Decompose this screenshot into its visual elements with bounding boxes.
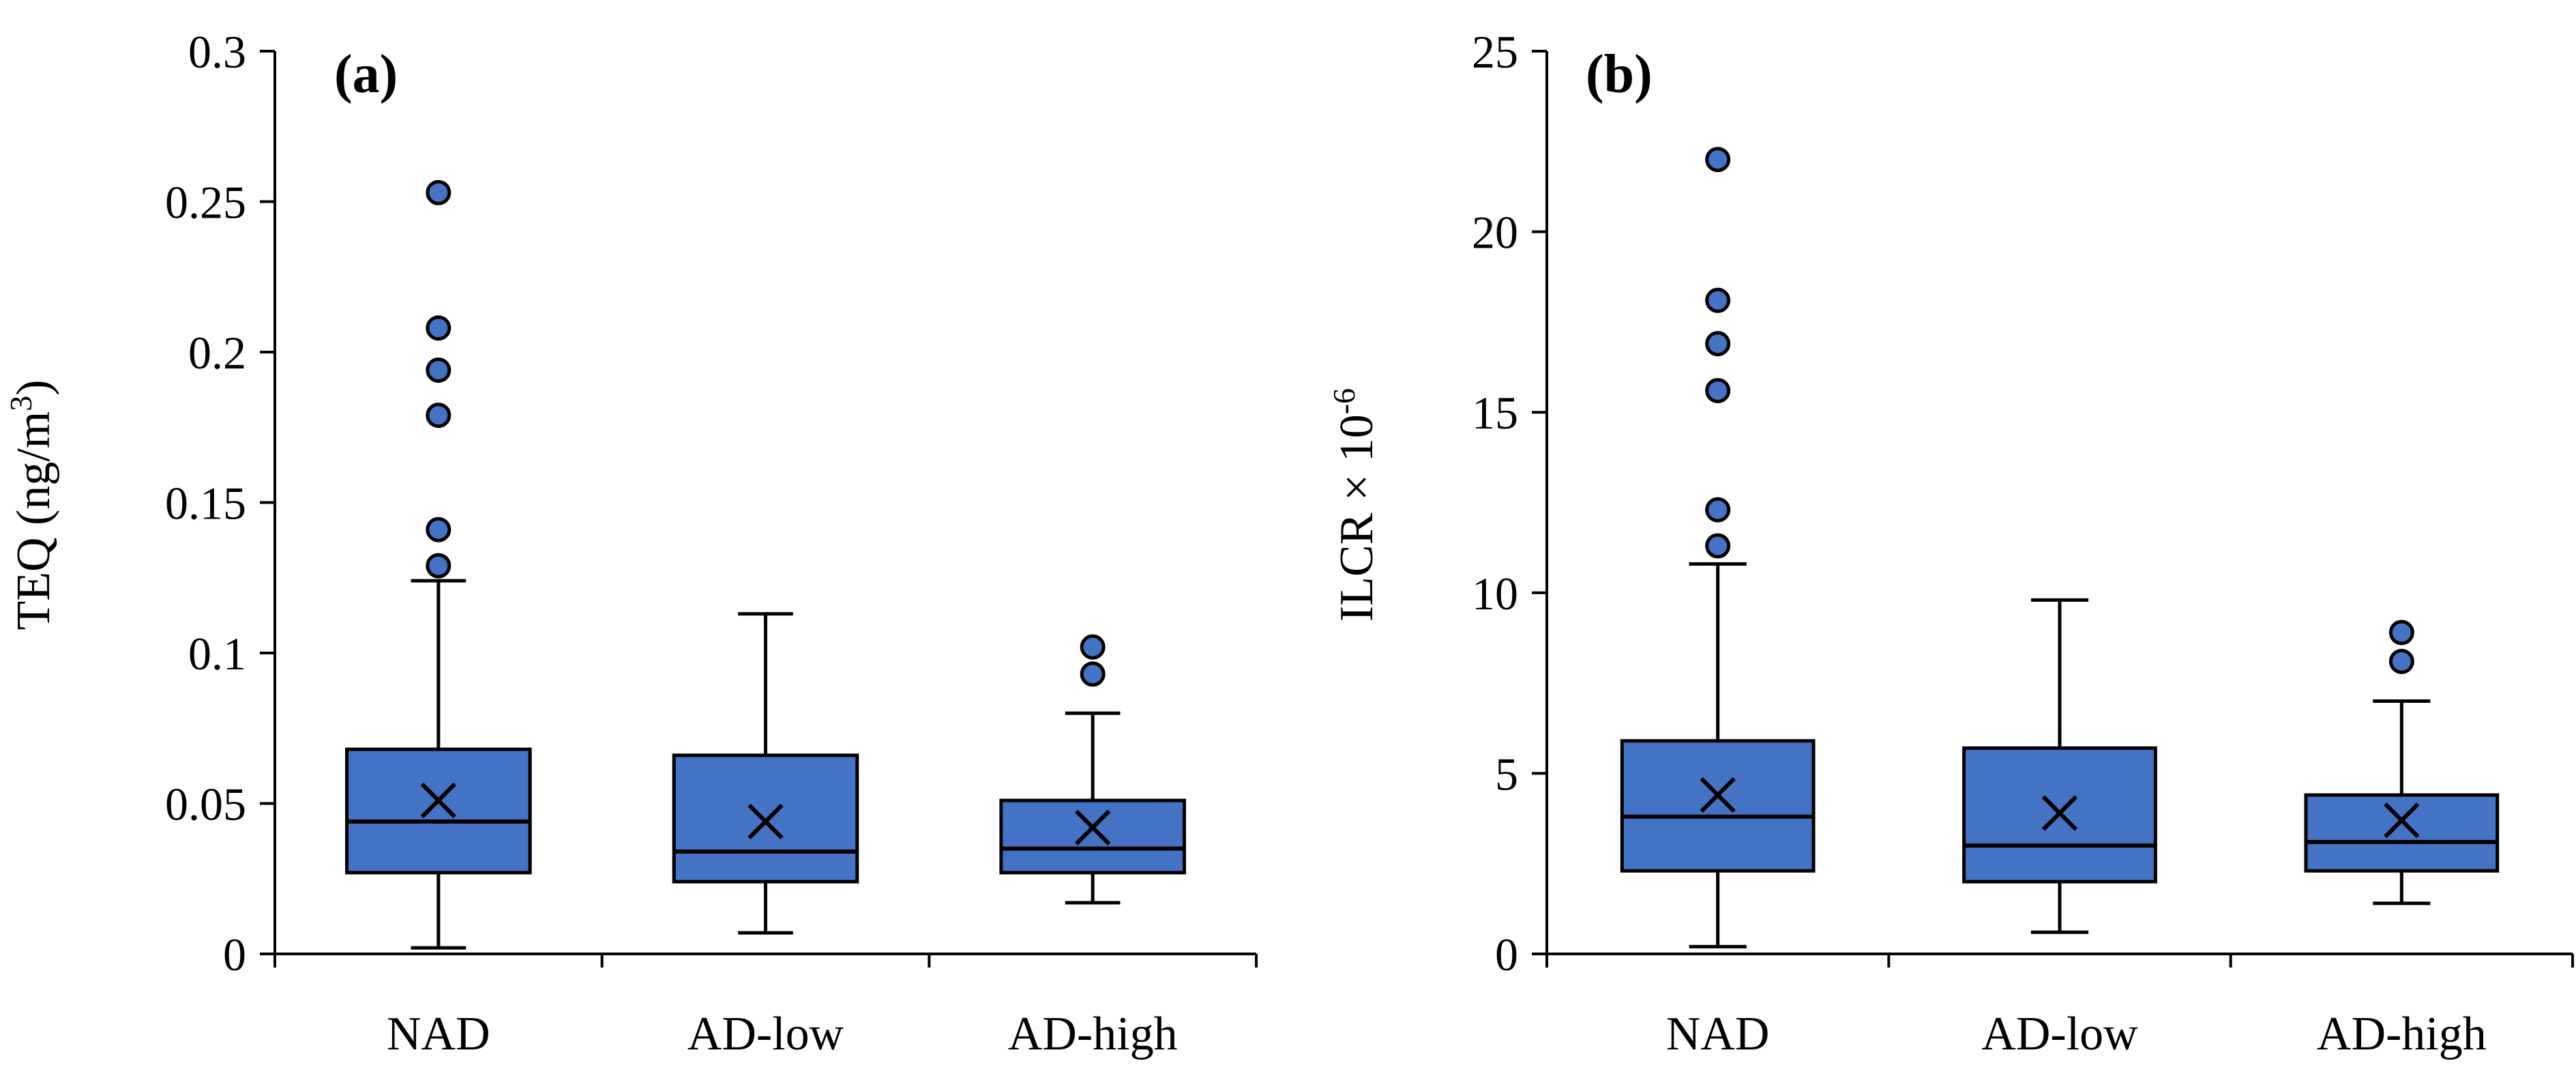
y-tick-label: 0 (223, 929, 246, 981)
box-nad (345, 179, 532, 950)
panel-label: (b) (1586, 44, 1653, 104)
mean-marker (420, 782, 456, 819)
outlier-point (1705, 147, 1731, 173)
outlier-point (1080, 661, 1106, 687)
outlier-point (1705, 377, 1731, 403)
y-tick-label: 15 (1472, 387, 1518, 439)
y-tick-label: 5 (1495, 748, 1518, 800)
box-ad-low (672, 612, 859, 935)
y-tick-label: 0.2 (188, 327, 246, 379)
box-ad-high (999, 634, 1186, 905)
y-tick-label: 0.1 (188, 628, 246, 680)
mean-marker (2384, 802, 2420, 839)
iqr-box (1620, 739, 1816, 873)
y-tick-label: 10 (1472, 568, 1518, 620)
iqr-box (345, 747, 532, 875)
iqr-box (672, 753, 859, 884)
box-ad-low (1962, 598, 2157, 934)
x-category-label: NAD (1666, 1008, 1770, 1060)
y-tick-label: 0.05 (165, 779, 246, 830)
mean-marker (2041, 795, 2078, 831)
outlier-point (1705, 497, 1731, 523)
chart-panel-a: 0 0.05 0.1 0.15 0.2 0.25 0.3 TEQ (ng/m3) (a) NAD A… (3, 26, 1258, 1060)
outlier-point (426, 315, 451, 341)
outlier-point (1705, 533, 1731, 559)
outlier-point (1080, 634, 1106, 660)
x-category-label: AD-high (2317, 1008, 2487, 1060)
mean-marker (747, 803, 784, 840)
x-category-label: NAD (387, 1008, 490, 1060)
mean-marker (1075, 809, 1111, 845)
outlier-point (426, 179, 451, 205)
x-category-label: AD-low (1981, 1008, 2138, 1060)
box-ad-high (2304, 620, 2500, 905)
x-category-label: AD-high (1008, 1008, 1178, 1060)
outlier-point (1705, 287, 1731, 313)
iqr-box (2304, 793, 2500, 873)
y-tick-label: 25 (1472, 26, 1518, 78)
iqr-box (999, 798, 1186, 875)
box-nad (1620, 147, 1816, 948)
y-tick-label: 0.3 (188, 26, 246, 78)
chart-panel-b: 0 5 10 15 20 25 ILCR × 10-6 (b) NAD AD-low AD-high (1327, 26, 2574, 1060)
y-axis-label: TEQ (ng/m3) (3, 379, 60, 630)
y-tick-label: 20 (1472, 207, 1518, 259)
outlier-point (426, 517, 451, 542)
outlier-point (1705, 331, 1731, 357)
y-tick-label: 0 (1495, 929, 1518, 981)
outlier-point (426, 403, 451, 429)
x-category-label: AD-low (687, 1008, 844, 1060)
outlier-point (426, 357, 451, 383)
outlier-point (2388, 648, 2414, 674)
y-tick-label: 0.25 (165, 177, 246, 229)
outlier-point (2388, 620, 2414, 645)
outlier-point (426, 553, 451, 579)
y-tick-label: 0.15 (165, 478, 246, 529)
mean-marker (1700, 777, 1736, 813)
panel-label: (a) (334, 44, 398, 104)
y-axis-label: ILCR × 10-6 (1327, 388, 1383, 622)
